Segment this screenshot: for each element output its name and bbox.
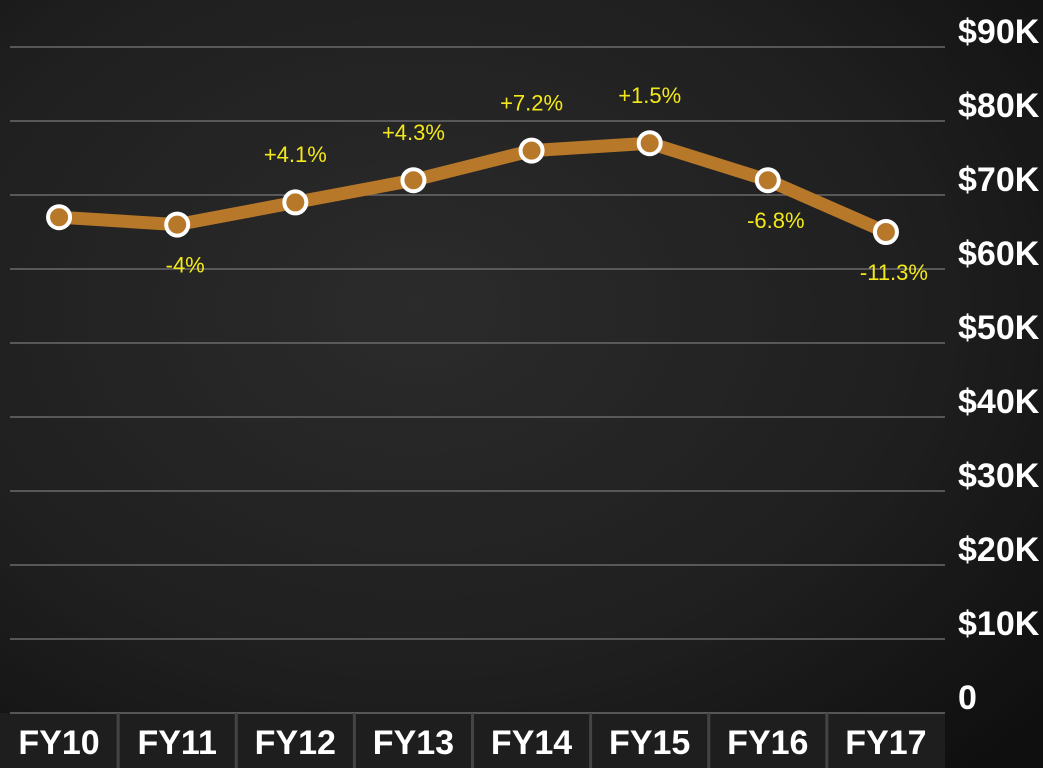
- marker: [754, 167, 781, 194]
- y-tick-label: $70K: [958, 161, 1040, 199]
- annotation: +4.1%: [264, 142, 327, 167]
- annotation: +7.2%: [500, 90, 563, 115]
- annotation: -4%: [166, 252, 205, 277]
- x-tick-label: FY16: [727, 724, 808, 762]
- x-tick-label: FY17: [845, 724, 926, 762]
- y-tick-label: 0: [958, 679, 977, 717]
- marker: [46, 204, 73, 231]
- marker: [636, 130, 663, 157]
- marker: [518, 137, 545, 164]
- y-tick-label: $30K: [958, 457, 1040, 495]
- y-tick-label: $20K: [958, 531, 1040, 569]
- annotation: +4.3%: [382, 120, 445, 145]
- x-tick-label: FY15: [609, 724, 690, 762]
- marker: [164, 211, 191, 238]
- x-tick-label: FY11: [137, 724, 216, 762]
- x-tick-label: FY10: [18, 724, 99, 762]
- marker: [400, 167, 427, 194]
- y-tick-label: $40K: [958, 383, 1040, 421]
- annotation: -11.3%: [860, 260, 928, 285]
- x-tick-label: FY14: [491, 724, 572, 762]
- y-tick-label: $80K: [958, 87, 1040, 125]
- y-tick-label: $60K: [958, 235, 1040, 273]
- y-tick-label: $10K: [958, 605, 1040, 643]
- x-tick-label: FY13: [373, 724, 454, 762]
- annotation: +1.5%: [618, 83, 681, 108]
- x-tick-label: FY12: [255, 724, 336, 762]
- annotation: -6.8%: [747, 208, 804, 233]
- y-tick-label: $50K: [958, 309, 1040, 347]
- line: [52, 136, 893, 239]
- y-tick-label: $90K: [958, 13, 1040, 51]
- marker: [872, 219, 899, 245]
- marker: [282, 189, 309, 216]
